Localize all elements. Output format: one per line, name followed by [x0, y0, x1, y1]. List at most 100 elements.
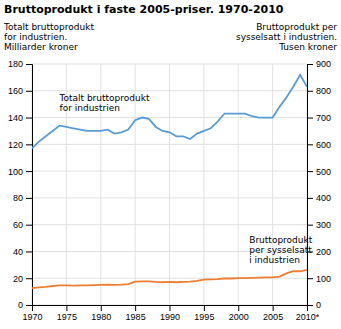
tick-mark — [204, 305, 205, 311]
tick-label: 40 — [13, 247, 23, 257]
tick-label: 400 — [316, 193, 331, 203]
grid-line — [238, 64, 239, 305]
tick-mark — [307, 118, 313, 119]
tick: 1995 — [194, 305, 214, 322]
tick-label: 0 — [316, 300, 321, 310]
tick: 160 — [8, 86, 32, 96]
tick: 40 — [13, 247, 32, 257]
tick-mark — [307, 225, 313, 226]
tick: 700 — [307, 113, 331, 123]
tick-label: 100 — [316, 274, 331, 284]
tick-mark — [26, 305, 32, 306]
tick-label: 80 — [13, 193, 23, 203]
lines — [32, 75, 307, 288]
series-line — [32, 75, 307, 149]
tick-mark — [26, 198, 32, 199]
tick-mark — [170, 305, 171, 311]
tick: 400 — [307, 193, 331, 203]
tick-mark — [26, 64, 32, 65]
tick: 20 — [13, 274, 32, 284]
tick-label: 1970 — [22, 312, 42, 322]
grid-line — [272, 64, 273, 305]
tick-label: 2010* — [296, 312, 320, 322]
tick-label: 200 — [316, 247, 331, 257]
tick-label: 1990 — [160, 312, 180, 322]
tick-mark — [66, 305, 67, 311]
tick-label: 0 — [18, 300, 23, 310]
tick-label: 160 — [8, 86, 23, 96]
x-axis: 1970 1975 1980 1985 1990 1995 2000 2005 2010* — [22, 305, 319, 322]
tick-label: 600 — [316, 140, 331, 150]
tick-mark — [273, 305, 274, 311]
tick: 1970 — [22, 305, 42, 322]
tick-mark — [26, 171, 32, 172]
tick: 2000 — [229, 305, 249, 322]
y2-axis: 0 100 200 300 400 500 600 700 800 900 — [307, 59, 331, 310]
y2-axis-label: Bruttoprodukt persysselsatt i industrien… — [236, 22, 337, 52]
tick: 180 — [8, 59, 32, 69]
y-axis-label: Totalt bruttoproduktfor industrien.Milli… — [3, 22, 94, 52]
tick: 0 — [307, 300, 321, 310]
tick: 300 — [307, 220, 331, 230]
tick-label: 100 — [8, 166, 23, 176]
axis-line — [308, 65, 314, 306]
tick-label: 800 — [316, 86, 331, 96]
tick-mark — [26, 251, 32, 252]
tick-mark — [307, 278, 313, 279]
tick: 80 — [13, 193, 32, 203]
tick-label: 300 — [316, 220, 331, 230]
tick-mark — [307, 64, 313, 65]
tick-mark — [307, 305, 313, 306]
tick-label: 60 — [13, 220, 23, 230]
annotation: Bruttoproduktper sysselsatti industrien — [249, 235, 312, 265]
tick-label: 20 — [13, 274, 23, 284]
tick: 1980 — [91, 305, 111, 322]
tick-mark — [26, 118, 32, 119]
y-axis: 0 20 40 60 80 100 120 140 160 180 — [8, 59, 33, 310]
tick: 140 — [8, 113, 32, 123]
tick-label: 2000 — [229, 312, 249, 322]
tick-mark — [307, 144, 313, 145]
tick-mark — [26, 225, 32, 226]
grid-line — [203, 64, 204, 305]
tick-label: 900 — [316, 59, 331, 69]
tick-mark — [307, 171, 313, 172]
tick-mark — [238, 305, 239, 311]
tick-label: 1975 — [57, 312, 77, 322]
plot: 197019751980198519901995200020052010*020… — [8, 59, 331, 322]
tick-mark — [26, 144, 32, 145]
tick-mark — [26, 278, 32, 279]
annotation: Totalt bruttoproduktfor industrien — [59, 93, 150, 113]
tick: 0 — [18, 300, 32, 310]
tick: 1990 — [160, 305, 180, 322]
tick: 500 — [307, 166, 331, 176]
tick: 60 — [13, 220, 32, 230]
tick-label: 2005 — [263, 312, 283, 322]
tick-label: 1995 — [194, 312, 214, 322]
tick: 800 — [307, 86, 331, 96]
tick-label: 140 — [8, 113, 23, 123]
tick-label: 700 — [316, 113, 331, 123]
tick-mark — [26, 91, 32, 92]
tick: 1985 — [126, 305, 146, 322]
axis-line — [33, 306, 308, 312]
tick-mark — [307, 91, 313, 92]
chart: Bruttoprodukt i faste 2005-priser. 1970-… — [0, 0, 341, 329]
series-line — [32, 270, 307, 288]
title: Bruttoprodukt i faste 2005-priser. 1970-… — [4, 3, 284, 16]
tick: 120 — [8, 140, 32, 150]
grid — [32, 64, 307, 305]
tick: 1975 — [57, 305, 77, 322]
tick-mark — [101, 305, 102, 311]
tick-mark — [307, 198, 313, 199]
tick-label: 180 — [8, 59, 23, 69]
tick: 100 — [8, 166, 32, 176]
tick-label: 1985 — [126, 312, 146, 322]
tick: 2005 — [263, 305, 283, 322]
tick: 900 — [307, 59, 331, 69]
tick: 100 — [307, 274, 331, 284]
tick-label: 120 — [8, 140, 23, 150]
axis-line — [26, 65, 33, 306]
grid-line — [169, 64, 170, 305]
tick-mark — [135, 305, 136, 311]
